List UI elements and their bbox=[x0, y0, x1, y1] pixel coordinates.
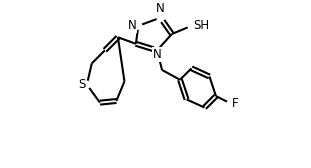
Text: SH: SH bbox=[193, 19, 209, 32]
Text: N: N bbox=[153, 48, 161, 61]
Text: F: F bbox=[232, 97, 239, 110]
Text: N: N bbox=[128, 19, 137, 32]
Text: N: N bbox=[156, 2, 165, 15]
Text: S: S bbox=[78, 78, 85, 91]
